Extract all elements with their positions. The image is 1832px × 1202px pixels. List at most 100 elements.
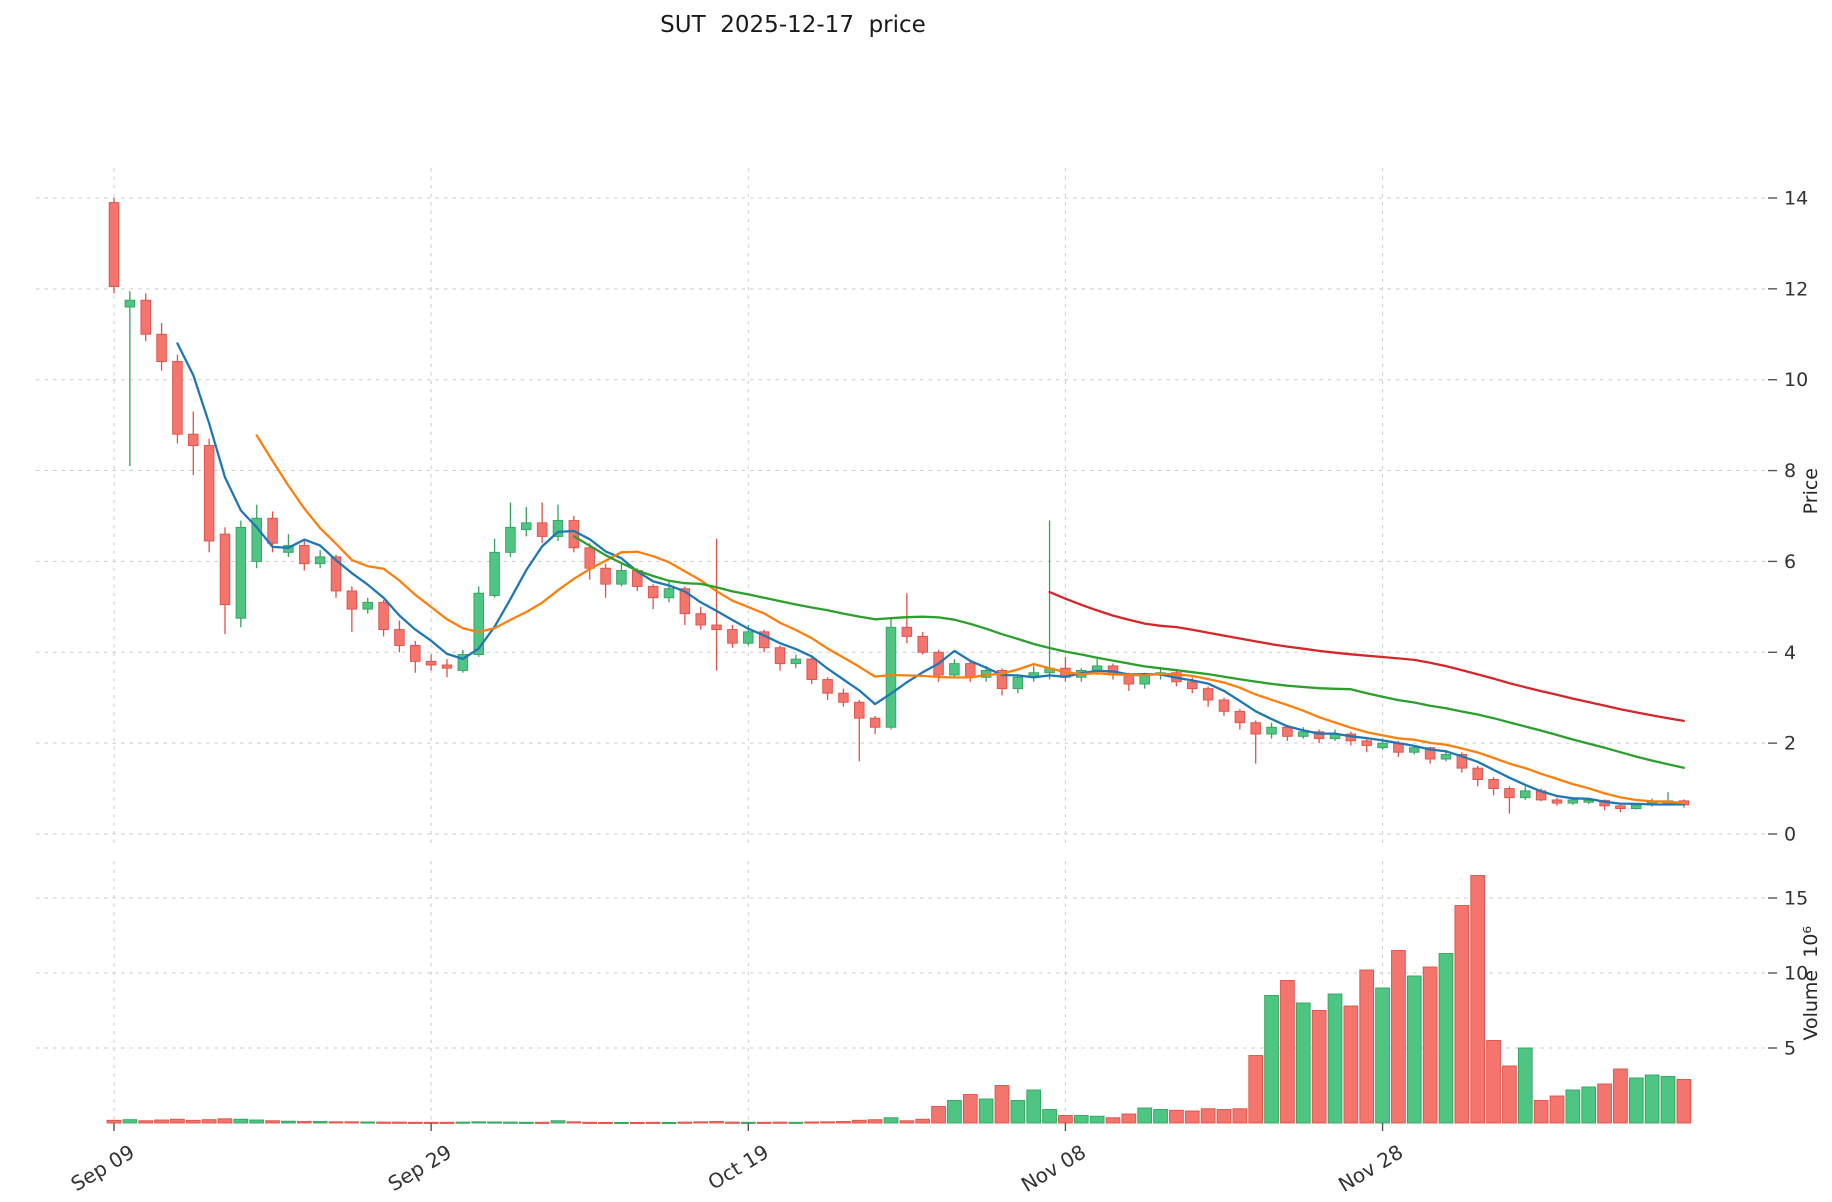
volume-bar [265, 1120, 280, 1124]
candle-body [600, 567, 611, 585]
volume-bars [106, 875, 1692, 1125]
volume-bar [1026, 1089, 1042, 1124]
candle-body [552, 520, 564, 537]
candle-body [1313, 731, 1325, 740]
candle-body [1218, 699, 1230, 712]
volume-bar [1200, 1108, 1216, 1124]
volume-bar [836, 1121, 851, 1124]
volume-bar [1232, 1108, 1248, 1124]
volume-bar [518, 1121, 534, 1124]
ma-60-line [1048, 590, 1685, 723]
volume-bar [614, 1121, 629, 1125]
volume-bar [1327, 993, 1343, 1124]
volume-bar [1565, 1089, 1581, 1124]
candle-body [822, 679, 833, 694]
volume-bar [154, 1119, 169, 1124]
ma-10-line [255, 434, 1685, 805]
volume-bar [1184, 1110, 1200, 1124]
volume-tick-label: 5 [1784, 1038, 1796, 1060]
volume-bar [1628, 1077, 1644, 1124]
volume-bar [598, 1121, 613, 1125]
volume-bar [1470, 875, 1486, 1124]
candle-body [362, 601, 373, 610]
volume-bar [1660, 1076, 1676, 1124]
candle-body [949, 663, 960, 676]
candle-body [251, 517, 262, 562]
candle-body [854, 701, 865, 719]
volume-bar [1502, 1065, 1517, 1124]
candle-body [394, 629, 405, 646]
volume-bar [1581, 1086, 1597, 1124]
date-axis-ticks: Sep 09 Sep 29 Oct 19 Nov 08 Nov 28 [67, 1123, 1407, 1197]
candle-body [235, 526, 247, 619]
volume-bar [1169, 1109, 1184, 1124]
volume-bar [1280, 980, 1295, 1124]
volume-bar [1121, 1113, 1137, 1124]
volume-bar [296, 1121, 312, 1124]
candle-body [410, 645, 421, 662]
volume-bar [1089, 1115, 1105, 1124]
candle-body [188, 433, 199, 447]
volume-bar [1295, 1002, 1311, 1124]
volume-bar [1359, 969, 1375, 1124]
volume-bar [962, 1094, 978, 1124]
candle-body [489, 551, 500, 596]
candle-body [156, 333, 167, 362]
volume-bar [233, 1118, 249, 1124]
price-tick-label: 8 [1784, 460, 1796, 482]
volume-bar [185, 1119, 201, 1124]
price-tick-label: 12 [1784, 278, 1808, 300]
volume-bar [725, 1121, 740, 1124]
volume-bar [1486, 1040, 1501, 1124]
candle-body [1234, 710, 1246, 724]
volume-bar [867, 1119, 883, 1124]
candle-body [647, 585, 659, 599]
candle-body [267, 517, 278, 544]
volume-bar [1248, 1055, 1264, 1124]
volume-bar [883, 1117, 899, 1124]
volume-bar [1406, 975, 1422, 1124]
date-tick-label: Sep 29 [384, 1140, 456, 1196]
volume-bar [487, 1121, 502, 1124]
volume-bar [1391, 950, 1406, 1124]
candle-body [743, 631, 754, 644]
candle-body [1615, 805, 1626, 810]
candle-body [140, 299, 151, 335]
candle-body [917, 635, 928, 653]
candle-body [774, 647, 786, 665]
volume-bar [439, 1121, 455, 1124]
candle-body [1361, 740, 1372, 746]
candle-body [1488, 779, 1499, 790]
volume-bar [1058, 1115, 1073, 1124]
candle-body [1123, 674, 1135, 685]
candle-body [695, 613, 706, 626]
volume-bar [1676, 1079, 1692, 1124]
volume-bar [392, 1121, 407, 1124]
volume-bar [1010, 1100, 1026, 1124]
volume-bar [1422, 966, 1438, 1124]
volume-bar [709, 1121, 724, 1124]
volume-bar [1597, 1083, 1612, 1124]
volume-bar [1644, 1074, 1660, 1124]
volume-bar [503, 1121, 518, 1124]
candle-body [521, 522, 532, 531]
volume-bar [1454, 905, 1470, 1124]
candle-body [172, 361, 183, 435]
candle-body [219, 533, 231, 606]
candle-body [711, 624, 722, 631]
volume-bar [1438, 953, 1454, 1124]
candle-body [885, 626, 897, 728]
volume-bar [899, 1120, 915, 1124]
candle-body [1456, 754, 1468, 769]
candle-body [1202, 688, 1214, 701]
price-tick-label: 0 [1784, 824, 1796, 846]
date-tick-label: Oct 19 [704, 1140, 773, 1195]
volume-tick-label: 15 [1784, 888, 1808, 910]
candle-body [1567, 799, 1579, 804]
volume-bar [582, 1121, 598, 1124]
volume-bar [1517, 1047, 1533, 1124]
candle-body [505, 526, 516, 553]
moving-average-lines [176, 342, 1685, 806]
volume-bar [312, 1121, 328, 1124]
